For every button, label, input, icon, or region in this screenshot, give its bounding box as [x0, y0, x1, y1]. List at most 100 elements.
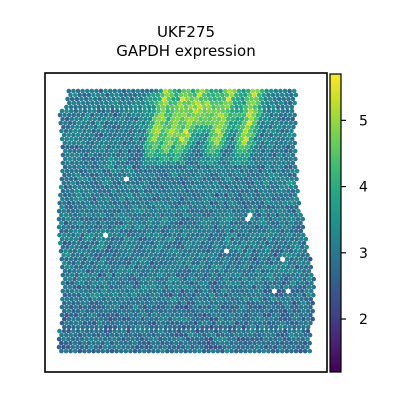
spot: [190, 180, 195, 186]
spot: [138, 288, 144, 294]
spot: [267, 160, 273, 166]
spot: [171, 216, 177, 222]
spot: [137, 184, 142, 190]
spot: [248, 264, 254, 270]
spot: [214, 276, 220, 282]
spot: [250, 112, 256, 118]
spot: [298, 332, 304, 338]
spot: [230, 168, 235, 174]
spot: [193, 320, 198, 326]
spot: [173, 148, 178, 154]
spot: [179, 176, 184, 182]
spot: [144, 260, 150, 266]
spot: [254, 232, 260, 238]
spot: [221, 288, 227, 294]
spot: [93, 180, 99, 186]
spot: [148, 124, 154, 130]
spot: [160, 332, 166, 338]
spot: [78, 320, 83, 326]
spot: [266, 108, 272, 114]
spot: [270, 348, 276, 354]
spot: [71, 88, 76, 94]
spot: [186, 232, 191, 238]
spot: [152, 288, 158, 294]
spot: [288, 148, 293, 154]
spot: [282, 224, 287, 230]
spot: [223, 240, 229, 246]
spot: [123, 184, 128, 190]
spot: [168, 192, 174, 198]
spot: [282, 208, 287, 214]
spot: [96, 256, 101, 262]
spot: [192, 184, 197, 190]
spot: [243, 256, 249, 262]
spot: [275, 184, 280, 190]
spot: [271, 296, 277, 302]
spot: [60, 116, 65, 122]
spot: [102, 96, 107, 102]
spot: [167, 336, 172, 342]
spot: [117, 260, 122, 266]
spot: [142, 136, 148, 142]
spot: [82, 104, 88, 110]
spot: [204, 200, 210, 206]
spot: [226, 96, 231, 102]
spot: [176, 344, 181, 350]
spot: [286, 160, 291, 166]
spot: [87, 136, 93, 142]
spot: [190, 300, 196, 306]
spot: [244, 272, 250, 278]
spot: [224, 212, 230, 218]
spot: [86, 340, 92, 346]
spot: [167, 252, 172, 258]
spot: [280, 320, 286, 326]
spot: [298, 340, 303, 346]
spot: [186, 316, 191, 322]
spot: [248, 320, 253, 326]
spot: [303, 264, 309, 270]
spot: [136, 120, 142, 126]
spot: [58, 184, 64, 190]
spot: [91, 204, 97, 210]
spot: [296, 316, 302, 322]
spot: [217, 344, 223, 350]
spot: [71, 172, 76, 178]
spot: [276, 116, 282, 122]
spot: [94, 112, 100, 118]
spot: [163, 300, 168, 306]
spot: [176, 88, 182, 94]
spot: [105, 212, 110, 218]
spot: [86, 120, 91, 126]
spot: [211, 256, 216, 262]
spot: [115, 136, 120, 142]
spot: [202, 312, 207, 318]
spot: [258, 244, 264, 250]
spot: [67, 292, 72, 298]
spot: [141, 340, 147, 346]
spot: [268, 88, 274, 94]
spot: [78, 296, 84, 302]
spot: [269, 316, 274, 322]
spot: [146, 212, 152, 218]
spot: [216, 236, 221, 242]
spot: [220, 212, 225, 218]
spot: [73, 108, 79, 114]
spot: [288, 156, 294, 162]
spot: [230, 264, 235, 270]
spot: [60, 288, 66, 294]
spot: [263, 152, 268, 158]
spot: [202, 304, 207, 310]
spot: [103, 132, 108, 138]
spot: [75, 208, 80, 214]
spot: [261, 204, 267, 210]
spot: [205, 192, 210, 198]
spot: [140, 140, 146, 146]
spot: [295, 280, 300, 286]
spot: [211, 108, 217, 114]
spot: [282, 232, 288, 238]
spot: [132, 220, 138, 226]
spot: [202, 116, 208, 122]
spot: [243, 212, 248, 218]
spot: [192, 332, 198, 338]
spot: [95, 276, 100, 282]
